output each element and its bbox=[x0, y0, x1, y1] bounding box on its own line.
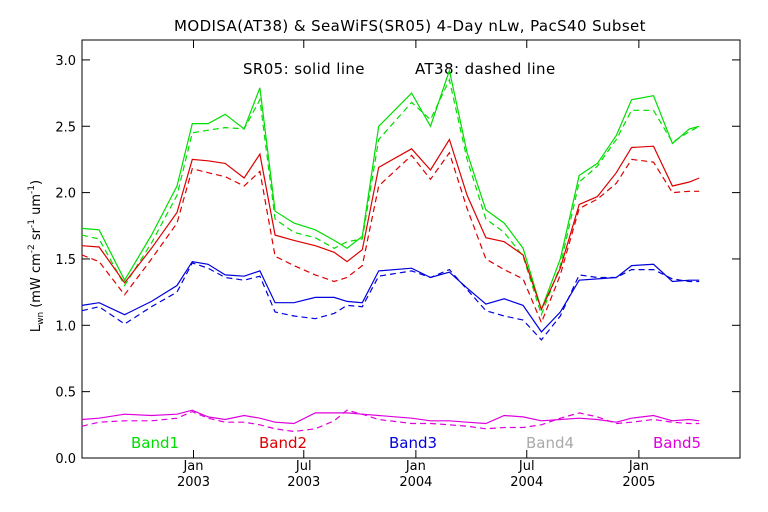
x-tick-label-month: Jul bbox=[295, 459, 312, 474]
x-tick-label-month: Jul bbox=[518, 459, 535, 474]
annotation-solid: SR05: solid line bbox=[243, 60, 365, 78]
x-tick-label-month: Jan bbox=[182, 459, 203, 474]
legend: Band1 Band2 Band3 Band4 Band5 bbox=[131, 434, 701, 452]
y-tick-label: 0.0 bbox=[55, 452, 76, 467]
series-line-band3-at38 bbox=[81, 262, 700, 341]
y-tick-label: 3.0 bbox=[55, 54, 76, 69]
x-tick-label-year: 2005 bbox=[622, 475, 655, 490]
chart-title: MODISA(AT38) & SeaWiFS(SR05) 4-Day nLw, … bbox=[174, 17, 646, 35]
legend-item-band3: Band3 bbox=[389, 434, 437, 452]
x-tick-label-year: 2004 bbox=[510, 475, 543, 490]
y-tick-label: 2.5 bbox=[55, 120, 76, 135]
y-tick-label: 1.0 bbox=[55, 319, 76, 334]
series-line-band5-at38 bbox=[81, 409, 700, 433]
x-tick-label-year: 2004 bbox=[399, 475, 432, 490]
x-tick-label-year: 2003 bbox=[177, 475, 210, 490]
legend-item-band1: Band1 bbox=[131, 434, 179, 452]
legend-item-band4: Band4 bbox=[526, 434, 574, 452]
y-tick-label: 0.5 bbox=[55, 386, 76, 401]
y-axis-label: Lwn(mW cm-2 sr-1 um-1) bbox=[27, 180, 46, 332]
annotation-dashed: AT38: dashed line bbox=[415, 60, 556, 78]
series-line-band2 bbox=[81, 138, 700, 312]
x-tick-label-month: Jan bbox=[405, 459, 426, 474]
x-tick-label-year: 2003 bbox=[287, 475, 320, 490]
series-line-band5 bbox=[81, 409, 700, 425]
plot-frame bbox=[81, 39, 741, 459]
series-line-band1 bbox=[81, 68, 700, 312]
ticks-layer: 0.00.51.01.52.02.53.0Jan2003Jul2003Jan20… bbox=[55, 40, 740, 490]
legend-item-band2: Band2 bbox=[259, 434, 307, 452]
y-tick-label: 2.0 bbox=[55, 187, 76, 202]
series-layer bbox=[81, 68, 700, 433]
legend-item-band5: Band5 bbox=[653, 434, 701, 452]
x-tick-label-month: Jan bbox=[628, 459, 649, 474]
svg-text:Lwn(mW cm-2 sr-1 um-1): Lwn(mW cm-2 sr-1 um-1) bbox=[27, 180, 46, 332]
series-line-band2-at38 bbox=[81, 151, 700, 325]
y-tick-label: 1.5 bbox=[55, 253, 76, 268]
series-line-band3 bbox=[81, 260, 700, 333]
